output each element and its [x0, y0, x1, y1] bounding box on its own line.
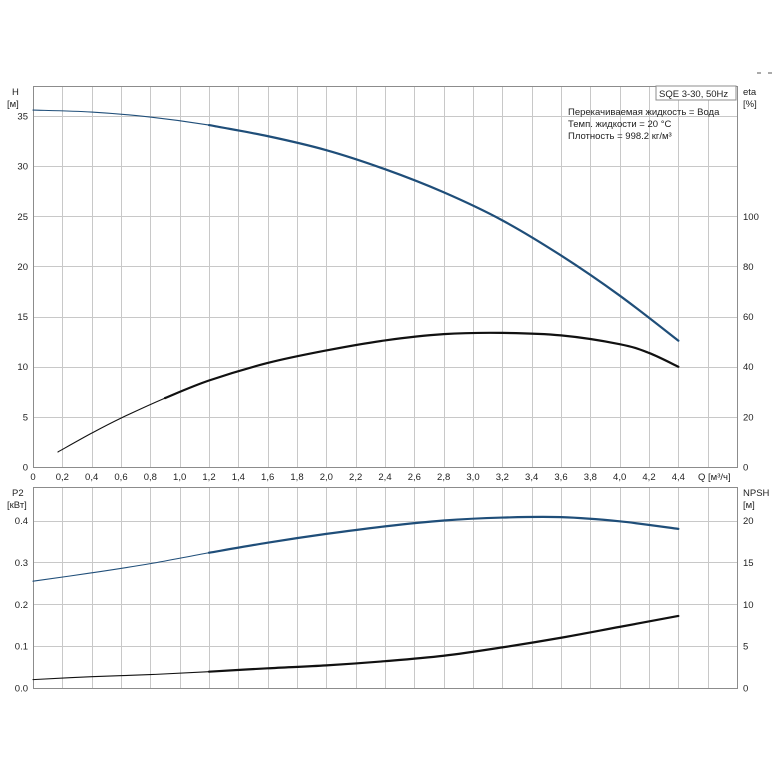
- x-tick-label: 1,2: [202, 472, 215, 483]
- power-npsh-panel: 0.0 0.1 0.2 0.3 0.4 0 5 10 15 20 P2[кВт] NPSH[м]: [7, 487, 770, 695]
- x-tick-label: 3,4: [525, 472, 538, 483]
- x-tick-label: 2,0: [320, 472, 333, 483]
- y-left-tick-label: 0.0: [15, 684, 28, 695]
- y-left-tick-label: 0.1: [15, 642, 28, 653]
- x-tick-label: 1,6: [261, 472, 274, 483]
- x-tick-label: 0,2: [56, 472, 69, 483]
- y-right-tick-label: 20: [743, 412, 754, 423]
- y-left-tick-label: 20: [17, 262, 28, 273]
- y-left-tick-label: 0.3: [15, 558, 28, 569]
- series-line-0: [207, 515, 680, 554]
- y-right-tick-label: 40: [743, 362, 754, 373]
- y-left-tick-label: 0.4: [15, 516, 28, 527]
- x-tick-label: 0,8: [144, 472, 157, 483]
- y-right-tick-label: 20: [743, 516, 754, 527]
- info-line-temperature: Темп. жидкости = 20 °C: [568, 119, 671, 130]
- x-tick-label: 3,2: [496, 472, 509, 483]
- y-left-tick-label: 10: [17, 362, 28, 373]
- y-right-axis-unit: [м]: [743, 500, 755, 511]
- x-tick-label: 1,8: [290, 472, 303, 483]
- y-right-tick-label: 15: [743, 558, 754, 569]
- y-left-tick-label: 35: [17, 112, 28, 123]
- x-axis-label: Q [м³/ч]: [698, 472, 731, 483]
- x-tick-label: 4,4: [672, 472, 685, 483]
- y-left-axis-unit: [м]: [7, 99, 19, 110]
- y-right-tick-label: 80: [743, 262, 754, 273]
- chart-title: SQE 3-30, 50Hz: [659, 89, 728, 100]
- plot-frame: [33, 487, 738, 689]
- y-right-tick-label: 10: [743, 600, 754, 611]
- y-right-tick-label: 100: [743, 212, 759, 223]
- x-tick-label: 0,6: [114, 472, 127, 483]
- x-tick-label: 2,2: [349, 472, 362, 483]
- info-line-fluid: Перекачиваемая жидкость = Вода: [568, 107, 720, 118]
- y-left-tick-label: 15: [17, 312, 28, 323]
- y-left-axis-unit: [кВт]: [7, 500, 27, 511]
- x-tick-label: 3,6: [554, 472, 567, 483]
- x-tick-label: 2,4: [378, 472, 391, 483]
- y-left-axis-label: H: [12, 87, 19, 98]
- title-box: [655, 85, 737, 101]
- x-tick-label: 4,2: [642, 472, 655, 483]
- y-right-tick-label: 5: [743, 642, 748, 653]
- x-tick-label: 3,8: [584, 472, 597, 483]
- y-right-tick-label: 0: [743, 684, 748, 695]
- series-line-1: [163, 331, 680, 400]
- y-left-axis-label: P2: [12, 488, 24, 499]
- head-efficiency-panel: 0 5 10 15 20 25 30 35 0 20 40 60 80 100 H[м] eta[%] 0 0,2…: [7, 72, 772, 483]
- x-tick-label: 1,4: [232, 472, 245, 483]
- x-tick-label: 3,0: [466, 472, 479, 483]
- x-tick-label: 0,4: [85, 472, 98, 483]
- series-line-1: [207, 614, 680, 673]
- y-left-tick-label: 0: [23, 463, 28, 474]
- series-line-0: [207, 124, 680, 342]
- info-box: SQE 3-30, 50Hz Перекачиваемая жидкость =…: [568, 85, 737, 142]
- x-tick-label: 1,0: [173, 472, 186, 483]
- x-tick-label: 4,0: [613, 472, 626, 483]
- plot-frame: [33, 86, 738, 468]
- y-left-tick-label: 5: [23, 412, 28, 423]
- y-right-tick-label: 60: [743, 312, 754, 323]
- y-right-axis-unit: [%]: [743, 99, 757, 110]
- y-right-axis-label: NPSH: [743, 488, 770, 499]
- y-left-tick-label: 0.2: [15, 600, 28, 611]
- x-tick-label: 0: [30, 472, 35, 483]
- y-left-tick-label: 30: [17, 162, 28, 173]
- x-tick-label: 2,6: [408, 472, 421, 483]
- x-tick-label: 2,8: [437, 472, 450, 483]
- y-right-axis-label: eta: [743, 87, 757, 98]
- info-line-density: Плотность = 998.2 кг/м³: [568, 131, 672, 142]
- y-right-tick-label: 0: [743, 463, 748, 474]
- y-left-tick-label: 25: [17, 212, 28, 223]
